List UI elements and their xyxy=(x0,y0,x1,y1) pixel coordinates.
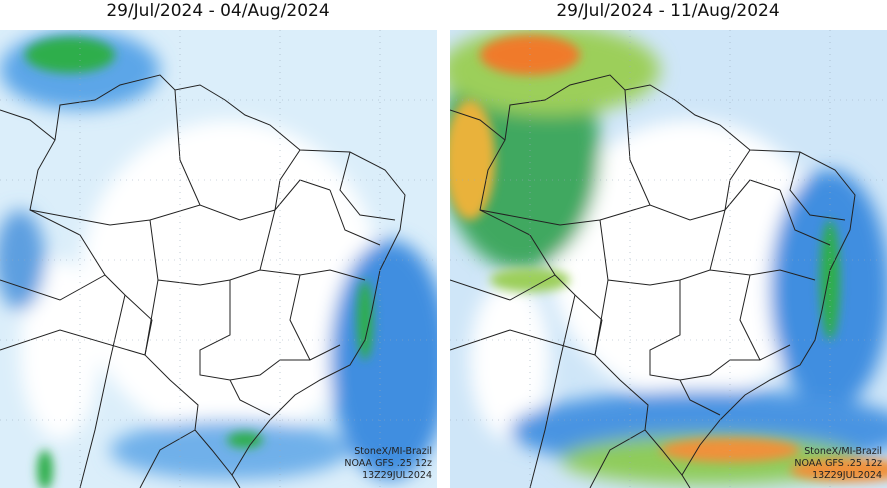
map-panel: 29/Jul/2024 - 11/Aug/2024 S xyxy=(450,1,887,488)
credit-line: StoneX/MI-Brazil xyxy=(354,446,432,457)
precip-map xyxy=(0,30,437,488)
precip-map xyxy=(450,30,887,488)
credit-line: 13Z29JUL2024 xyxy=(812,470,882,481)
panel-title: 29/Jul/2024 - 11/Aug/2024 xyxy=(556,1,779,21)
credit-line: NOAA GFS .25 12z xyxy=(344,458,432,469)
map-panel: 29/Jul/2024 - 04/Aug/2024 StoneX/MI-Braz… xyxy=(0,1,437,488)
credit-line: StoneX/MI-Brazil xyxy=(804,446,882,457)
credit-line: NOAA GFS .25 12z xyxy=(794,458,882,469)
panel-title: 29/Jul/2024 - 04/Aug/2024 xyxy=(106,1,329,21)
credit-line: 13Z29JUL2024 xyxy=(362,470,432,481)
